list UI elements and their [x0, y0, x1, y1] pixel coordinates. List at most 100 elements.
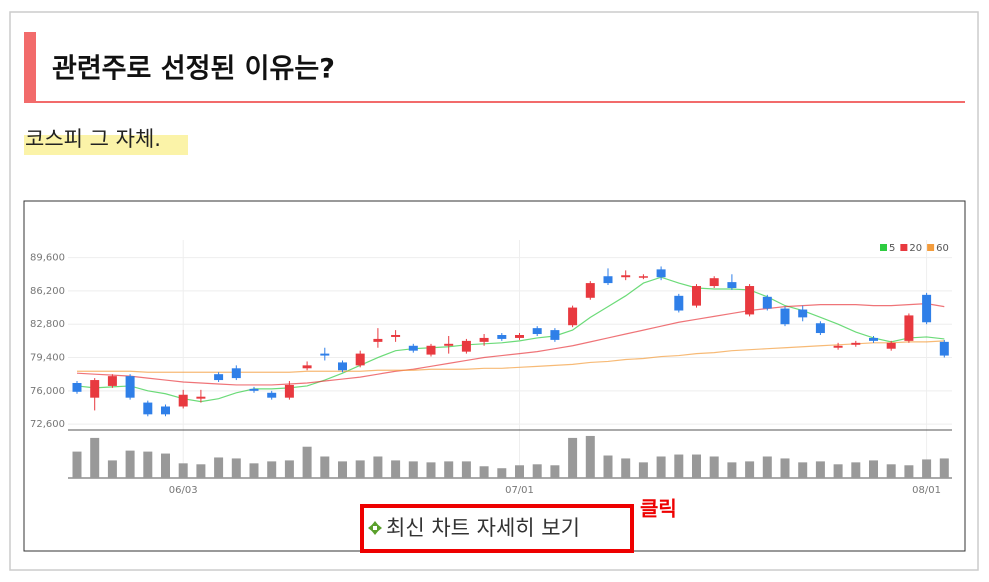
highlight: [24, 135, 188, 155]
candle-body: [904, 315, 914, 341]
candle-body: [692, 286, 701, 306]
ma-line: [77, 340, 945, 373]
candle-body: [249, 388, 259, 391]
candle-body: [391, 335, 401, 337]
candle-body: [922, 294, 932, 323]
volume-bar: [656, 456, 666, 478]
candle-body: [444, 343, 454, 346]
candle-body: [762, 296, 772, 309]
candle-body: [231, 368, 241, 379]
candle-body: [125, 376, 135, 398]
volume-bar: [408, 461, 418, 478]
candle-body: [745, 286, 755, 315]
volume-bar: [568, 437, 578, 478]
candle-body: [214, 374, 224, 381]
y-tick-label: 86,200: [30, 286, 65, 297]
highlight-text: 코스피 그 자체.: [25, 127, 161, 151]
candle-body: [939, 341, 949, 356]
volume-bar: [745, 461, 755, 478]
volume-bar: [922, 459, 932, 478]
y-tick-label: 76,000: [30, 386, 65, 397]
y-tick-label: 79,400: [30, 353, 65, 364]
volume-bar: [674, 454, 684, 478]
y-tick-label: 72,600: [30, 419, 65, 430]
click-annotation: 클릭: [640, 497, 677, 521]
volume-bar: [143, 451, 153, 478]
candle-body: [550, 330, 560, 340]
volume-bar: [320, 456, 330, 478]
candle-body: [72, 382, 82, 392]
volume-bar: [798, 462, 808, 478]
volume-bar: [585, 435, 595, 478]
volume-bar: [515, 465, 524, 478]
candle-body: [107, 376, 117, 386]
candle-body: [851, 342, 861, 345]
volume-bar: [444, 461, 454, 478]
candle-body: [479, 337, 489, 342]
volume-bar: [851, 462, 861, 478]
volume-bar: [338, 461, 347, 478]
volume-bar: [780, 458, 790, 478]
y-tick-label: 82,800: [30, 319, 65, 330]
volume-bar: [249, 463, 259, 478]
volume-bar: [762, 456, 772, 478]
volume-bar: [550, 465, 560, 478]
volume-bar: [709, 456, 719, 478]
candle-body: [815, 323, 825, 334]
candle-body: [532, 328, 542, 335]
chart: 72,600 76,000 79,400 82,800 86,200 89,600 06/0…: [30, 240, 952, 496]
legend-label: 60: [936, 243, 949, 254]
candle-body: [196, 396, 206, 399]
candle-body: [780, 308, 790, 325]
candle-body: [709, 278, 719, 287]
ma-line: [76, 303, 945, 386]
candle-body: [178, 394, 188, 407]
candle-body: [461, 340, 471, 352]
volume-bar: [621, 458, 631, 478]
candle-body: [869, 337, 878, 341]
y-tick-label: 89,600: [30, 253, 65, 264]
volume-bar: [479, 466, 489, 478]
candle-body: [515, 335, 524, 338]
legend-label: 5: [889, 243, 895, 254]
volume-bar: [72, 451, 82, 478]
volume-bar: [497, 468, 507, 478]
candle-body: [656, 269, 666, 278]
candle-body: [302, 365, 312, 369]
candle-body: [603, 276, 613, 284]
candle-body: [674, 295, 684, 311]
x-tick-label: 07/01: [505, 485, 534, 496]
volume-bar: [107, 460, 117, 478]
chart-link[interactable]: 최신 차트 자세히 보기: [386, 516, 580, 540]
legend-swatch: [927, 244, 935, 251]
candle-body: [355, 353, 365, 366]
candle-body: [338, 362, 347, 371]
volume-bar: [284, 460, 294, 478]
candle-body: [621, 275, 631, 278]
volume-bar: [904, 465, 914, 478]
legend-swatch: [900, 244, 908, 251]
volume-bar: [426, 462, 436, 478]
candle-body: [833, 345, 843, 348]
volume-bar: [267, 461, 277, 478]
candle-body: [886, 342, 896, 349]
candle-body: [408, 345, 418, 351]
legend-swatch: [880, 244, 887, 251]
title-bar: [24, 32, 36, 102]
link-icon: [368, 521, 382, 535]
x-tick-label: 06/03: [169, 485, 198, 496]
highlight-box: [360, 504, 634, 553]
volume-bar: [178, 463, 188, 478]
candle-body: [284, 384, 294, 398]
volume-bar: [391, 460, 401, 478]
legend-label: 20: [909, 243, 922, 254]
candle-body: [320, 353, 330, 356]
chart-frame: [23, 200, 966, 552]
volume-bar: [355, 460, 365, 478]
volume-bar: [727, 462, 737, 478]
candle-body: [727, 282, 737, 288]
volume-bar: [886, 464, 896, 478]
candle-body: [426, 345, 436, 355]
